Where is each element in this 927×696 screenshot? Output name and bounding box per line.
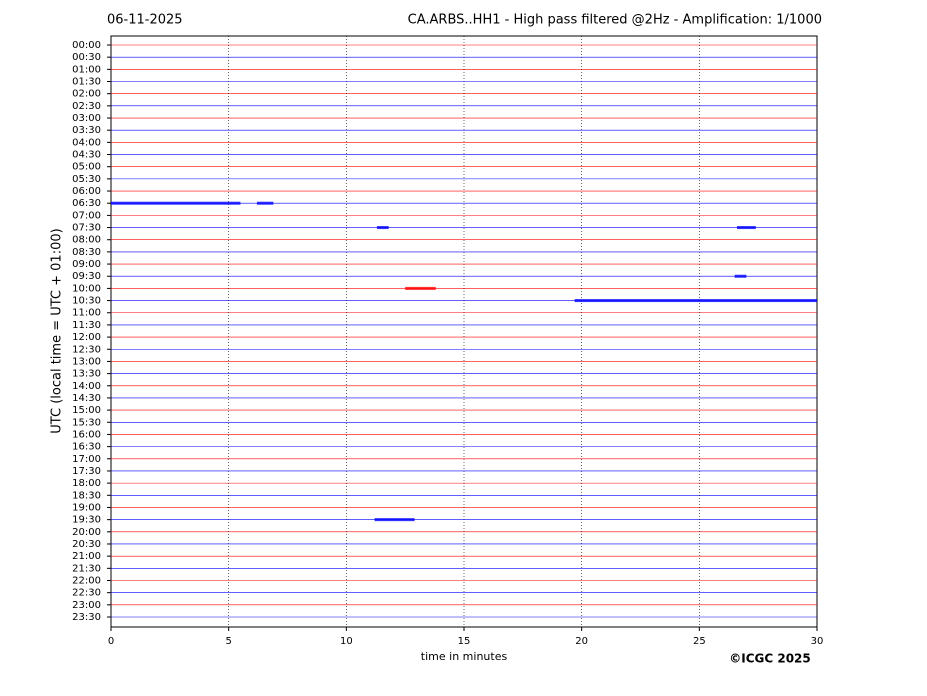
y-tick-label: 06:00 [72,186,101,197]
seismic-event [256,201,274,205]
x-axis-label: time in minutes [421,650,508,663]
y-tick-label: 08:00 [72,235,101,246]
y-tick-label: 09:00 [72,259,101,270]
y-tick-label: 17:30 [72,466,101,477]
chart-date: 06-11-2025 [107,13,183,28]
y-tick-label: 22:30 [72,588,101,599]
y-tick-label: 21:30 [72,563,101,574]
y-tick-label: 04:00 [72,137,101,148]
y-tick-label: 07:30 [72,223,101,234]
x-tick-label: 25 [693,636,706,647]
y-tick-label: 11:30 [72,320,101,331]
y-tick-label: 10:30 [72,296,101,307]
y-tick-label: 20:00 [72,527,101,538]
y-tick-label: 14:00 [72,381,101,392]
y-tick-label: 02:30 [72,101,101,112]
y-tick-label: 12:00 [72,332,101,343]
y-tick-label: 17:00 [72,454,101,465]
y-tick-label: 00:00 [72,40,101,51]
x-tick-label: 5 [225,636,231,647]
y-tick-label: 02:00 [72,89,101,100]
seismic-event [405,286,436,290]
y-tick-label: 03:00 [72,113,101,124]
y-tick-label: 22:00 [72,575,101,586]
seismic-event [736,226,756,230]
y-tick-label: 11:00 [72,308,101,319]
y-tick-label: 13:30 [72,369,101,380]
y-tick-label: 16:30 [72,442,101,453]
seismic-event [374,518,415,522]
y-tick-label: 18:30 [72,490,101,501]
y-tick-label: 01:00 [72,64,101,75]
y-tick-label: 16:00 [72,429,101,440]
y-tick-label: 10:00 [72,283,101,294]
y-tick-label: 21:00 [72,551,101,562]
x-tick-label: 10 [340,636,353,647]
y-tick-label: 12:30 [72,344,101,355]
y-tick-label: 18:00 [72,478,101,489]
y-axis-label: UTC (local time = UTC + 01:00) [50,228,65,433]
credit: ©ICGC 2025 [729,652,811,666]
x-tick-label: 20 [575,636,588,647]
x-tick-label: 0 [108,636,114,647]
y-tick-label: 15:30 [72,417,101,428]
y-tick-label: 14:30 [72,393,101,404]
y-tick-label: 20:30 [72,539,101,550]
y-tick-label: 13:00 [72,356,101,367]
y-tick-label: 05:30 [72,174,101,185]
y-tick-label: 00:30 [72,52,101,63]
seismic-event [111,201,241,205]
y-tick-label: 01:30 [72,77,101,88]
x-tick-label: 30 [811,636,824,647]
seismic-event [574,299,817,303]
seismic-event [734,274,747,278]
y-tick-label: 06:30 [72,198,101,209]
y-tick-label: 05:00 [72,162,101,173]
plot-frame [110,35,818,628]
y-tick-label: 23:00 [72,600,101,611]
y-tick-label: 07:00 [72,210,101,221]
y-tick-label: 03:30 [72,125,101,136]
x-tick-label: 15 [458,636,471,647]
chart-title: CA.ARBS..HH1 - High pass filtered @2Hz -… [408,13,822,28]
y-tick-label: 08:30 [72,247,101,258]
y-tick-label: 19:30 [72,515,101,526]
y-tick-label: 15:00 [72,405,101,416]
y-tick-label: 04:30 [72,150,101,161]
seismic-event [376,226,389,230]
y-tick-label: 23:30 [72,612,101,623]
y-tick-label: 09:30 [72,271,101,282]
y-tick-label: 19:00 [72,502,101,513]
